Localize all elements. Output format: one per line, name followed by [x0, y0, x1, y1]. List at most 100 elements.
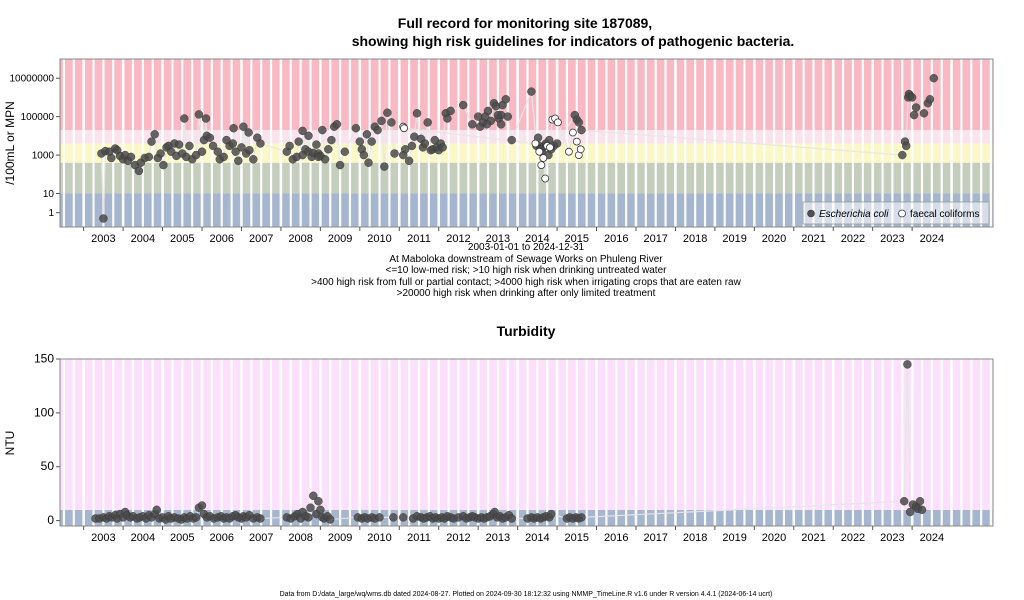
- legend: Escherichia coli faecal coliforms: [802, 201, 990, 225]
- ecoli-point: [390, 149, 399, 158]
- turbidity-point: [389, 513, 398, 522]
- legend-faecal-label: faecal coliforms: [910, 209, 979, 220]
- x-tick-label: 2022: [841, 233, 865, 245]
- y-tick-label: 10: [43, 189, 55, 200]
- x-tick-label: 2008: [288, 532, 312, 544]
- turbidity-point: [915, 497, 925, 506]
- ecoli-point: [446, 106, 455, 116]
- y-tick-label: 150: [34, 352, 54, 366]
- footer-note: Data from D:/data_large/wq/wms.db dated …: [280, 591, 773, 598]
- ecoli-point: [147, 137, 156, 146]
- ecoli-point: [483, 106, 493, 116]
- ecoli-point: [911, 103, 921, 112]
- data-points: [91, 360, 927, 524]
- ecoli-point: [902, 141, 911, 151]
- x-tick-label: 2010: [367, 532, 391, 544]
- ecoli-point: [367, 137, 376, 146]
- x-tick-label: 2009: [328, 233, 352, 245]
- ecoli-point: [907, 93, 917, 102]
- bacteria-panel: 2003 2004 2005 2006 2007 2008 2009 2010 2011 2012…: [3, 58, 994, 299]
- ecoli-point: [228, 139, 238, 148]
- ecoli-point: [324, 145, 333, 154]
- x-tick-label: 2023: [880, 532, 904, 544]
- note-contact-risk: >400 high risk from full or partial cont…: [311, 277, 741, 288]
- ecoli-point: [327, 135, 336, 145]
- ecoli-point: [197, 147, 207, 156]
- ecoli-point: [237, 143, 246, 152]
- x-tick-label: 2012: [446, 233, 470, 245]
- turbidity-point: [399, 513, 408, 522]
- x-tick-label: 2005: [170, 233, 194, 245]
- ecoli-point: [335, 160, 345, 170]
- x-tick-label: 2014: [525, 532, 549, 544]
- x-tick-label: 2024: [920, 233, 944, 245]
- ecoli-point: [159, 160, 168, 170]
- x-tick-label: 2006: [210, 233, 234, 245]
- ecoli-point: [919, 109, 929, 118]
- ecoli-point: [185, 141, 194, 151]
- legend-box: [802, 201, 990, 225]
- ecoli-point: [909, 110, 919, 120]
- y-tick-label: 0: [47, 513, 54, 527]
- ecoli-point: [304, 131, 313, 141]
- ecoli-point: [423, 118, 432, 127]
- note-low-risk: <=10 low-med risk; >10 high risk when dr…: [386, 265, 668, 276]
- x-tick-label: 2008: [288, 233, 312, 245]
- data-points: [97, 73, 938, 223]
- ecoli-point: [387, 118, 396, 127]
- y-tick-label: 100000: [21, 112, 55, 123]
- turbidity-point: [304, 513, 313, 522]
- x-tick-label: 2022: [841, 532, 865, 544]
- turbidity-point: [197, 501, 207, 510]
- x-tick-label: 2023: [880, 233, 904, 245]
- vertical-grid: [62, 359, 993, 526]
- ecoli-point: [340, 147, 349, 156]
- ecoli-point: [174, 140, 184, 149]
- note-site: At Maboloka downstream of Sewage Works o…: [389, 254, 663, 265]
- x-axis-ticks: 2003 2004 2005 2006 2007 2008 2009 2010 2011 2012…: [83, 227, 944, 245]
- ecoli-point: [208, 141, 218, 151]
- turbidity-point: [152, 505, 161, 514]
- faecal-coliform-point: [531, 139, 540, 148]
- x-tick-label: 2011: [407, 532, 431, 544]
- x-tick-label: 2017: [643, 233, 667, 245]
- y-axis-ticks: 0 50 100 150: [34, 352, 60, 527]
- x-tick-label: 2019: [722, 532, 746, 544]
- x-tick-label: 2018: [683, 233, 707, 245]
- turbidity-point: [917, 505, 927, 514]
- ecoli-point: [332, 120, 342, 129]
- turbidity-point: [256, 514, 265, 523]
- faecal-coliform-point: [541, 174, 550, 183]
- y-tick-label: 100: [34, 405, 54, 419]
- ecoli-point: [373, 125, 382, 135]
- vertical-grid: [62, 59, 993, 227]
- x-tick-label: 2006: [210, 532, 234, 544]
- faecal-coliform-point: [565, 147, 573, 156]
- date-range: 2003-01-01 to 2024-12-31: [468, 242, 585, 253]
- turbidity-panel: Turbidity 2003 2004 2005 2006 2007 2008 2009 20…: [3, 323, 994, 544]
- turbidity-point: [900, 497, 909, 506]
- ecoli-point: [574, 118, 583, 127]
- ecoli-point: [407, 141, 417, 151]
- ecoli-point: [496, 120, 506, 129]
- ecoli-point: [929, 73, 938, 83]
- x-axis-ticks: 2003 2004 2005 2006 2007 2008 2009 2010 2011 2012…: [83, 526, 944, 544]
- y-axis-label: /100mL or MPN: [3, 101, 17, 185]
- y-axis-label: NTU: [3, 431, 17, 456]
- ecoli-point: [420, 139, 430, 148]
- x-tick-label: 2012: [446, 532, 470, 544]
- turbidity-point: [375, 513, 384, 522]
- faecal-coliform-point: [537, 161, 546, 170]
- x-tick-label: 2020: [762, 532, 786, 544]
- x-tick-label: 2013: [486, 233, 510, 245]
- ecoli-point: [285, 141, 294, 151]
- ecoli-point: [318, 125, 327, 135]
- plot-frame: [59, 358, 994, 527]
- y-axis-ticks: 1 10 1000 100000 10000000: [10, 74, 60, 219]
- ecoli-point: [380, 162, 389, 171]
- x-tick-label: 2016: [604, 532, 628, 544]
- ecoli-point: [239, 122, 248, 131]
- ecoli-point: [443, 114, 452, 123]
- x-tick-label: 2018: [683, 532, 707, 544]
- ecoli-point: [107, 153, 116, 163]
